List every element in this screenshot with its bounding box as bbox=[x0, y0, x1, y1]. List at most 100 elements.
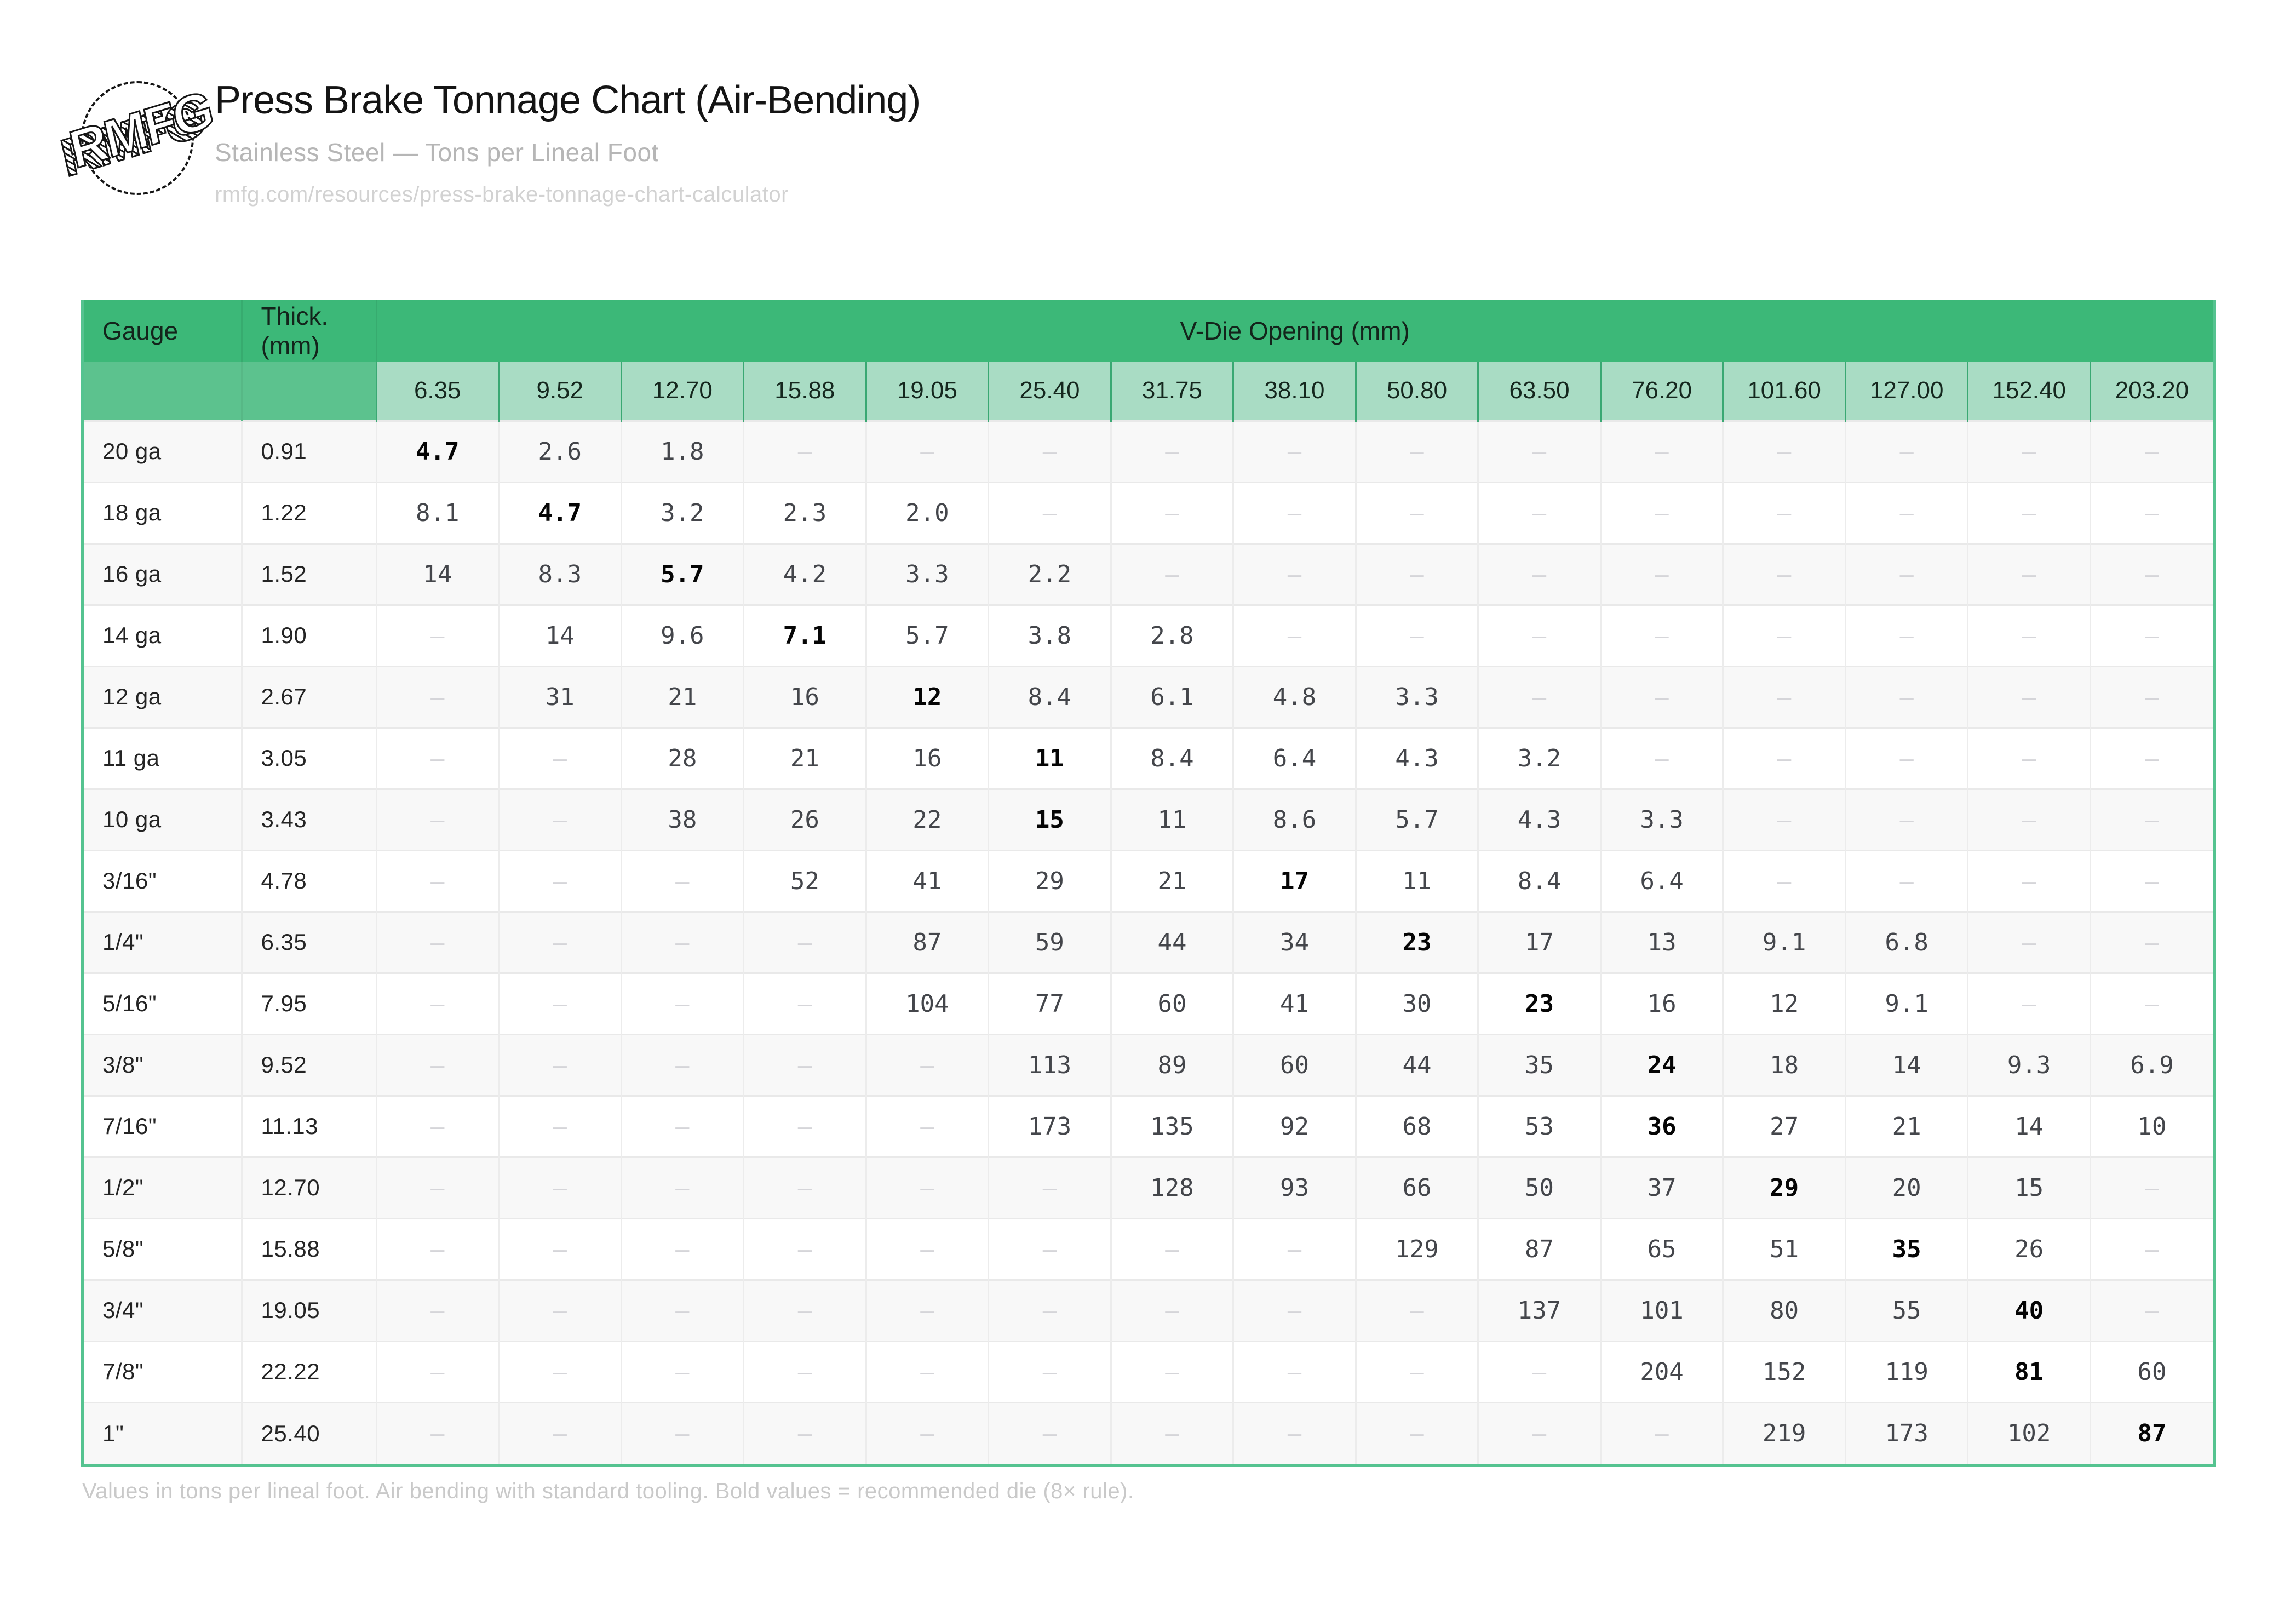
tonnage-cell-empty: – bbox=[865, 420, 989, 482]
tonnage-cell-empty: – bbox=[1354, 1401, 1478, 1464]
tonnage-cell-empty: – bbox=[620, 1279, 744, 1341]
tonnage-cell-empty: – bbox=[1722, 665, 1846, 727]
gauge-cell: 3/16" bbox=[84, 849, 242, 912]
tonnage-cell: 17 bbox=[1477, 910, 1601, 973]
tonnage-cell: 2.6 bbox=[498, 420, 622, 482]
tonnage-cell-empty: – bbox=[2089, 542, 2213, 605]
tonnage-cell: 16 bbox=[743, 665, 866, 727]
tonnage-cell-empty: – bbox=[1110, 1340, 1233, 1402]
tonnage-cell: 4.3 bbox=[1477, 788, 1601, 850]
tonnage-cell-empty: – bbox=[1110, 420, 1233, 482]
tonnage-cell: 93 bbox=[1232, 1156, 1356, 1218]
tonnage-cell-empty: – bbox=[1354, 1279, 1478, 1341]
tonnage-cell-empty: – bbox=[620, 1340, 744, 1402]
tonnage-cell: 16 bbox=[865, 726, 989, 789]
tonnage-cell: 21 bbox=[1844, 1095, 1968, 1157]
tonnage-cell-empty: – bbox=[1722, 481, 1846, 543]
header-filler-cell bbox=[84, 362, 242, 421]
tonnage-cell-empty: – bbox=[865, 1279, 989, 1341]
tonnage-cell: 12 bbox=[1722, 972, 1846, 1034]
tonnage-cell: 4.2 bbox=[743, 542, 866, 605]
tonnage-cell-empty: – bbox=[1599, 726, 1723, 789]
tonnage-cell-empty: – bbox=[1599, 481, 1723, 543]
tonnage-cell: 89 bbox=[1110, 1033, 1233, 1096]
thickness-cell: 1.22 bbox=[240, 481, 376, 543]
gauge-cell: 3/8" bbox=[84, 1033, 242, 1096]
tonnage-cell: 31 bbox=[498, 665, 622, 727]
vdie-opening-header: 9.52 bbox=[498, 362, 622, 421]
vdie-opening-header: 101.60 bbox=[1722, 362, 1846, 421]
tonnage-cell-empty: – bbox=[375, 849, 499, 912]
thickness-cell: 0.91 bbox=[240, 420, 376, 482]
tonnage-cell-empty: – bbox=[1354, 420, 1478, 482]
tonnage-cell-empty: – bbox=[498, 1340, 622, 1402]
tonnage-cell: 10 bbox=[2089, 1095, 2213, 1157]
tonnage-cell-empty: – bbox=[375, 1340, 499, 1402]
tonnage-cell-empty: – bbox=[1722, 726, 1846, 789]
table-row: 1" 25.40– – – – – – – – – – –219 173 102 87 bbox=[84, 1401, 2213, 1464]
tonnage-cell-empty: – bbox=[1844, 726, 1968, 789]
tonnage-cell-empty: – bbox=[1477, 1401, 1601, 1464]
tonnage-cell: 11 bbox=[1354, 849, 1478, 912]
tonnage-cell-empty: – bbox=[2089, 726, 2213, 789]
tonnage-cell: 5.7 bbox=[865, 604, 989, 666]
tonnage-cell-empty: – bbox=[1232, 1279, 1356, 1341]
table-row: 3/8" 9.52– – – – –113 89 60 44 35 24 18 14 9.3 6.9 bbox=[84, 1033, 2213, 1096]
tonnage-cell-empty: – bbox=[865, 1156, 989, 1218]
tonnage-cell: 41 bbox=[1232, 972, 1356, 1034]
page-subtitle: Stainless Steel — Tons per Lineal Foot bbox=[215, 138, 659, 167]
tonnage-cell: 119 bbox=[1844, 1340, 1968, 1402]
tonnage-cell-empty: – bbox=[865, 1401, 989, 1464]
gauge-cell: 3/4" bbox=[84, 1279, 242, 1341]
tonnage-cell-empty: – bbox=[620, 972, 744, 1034]
tonnage-cell-empty: – bbox=[1110, 1279, 1233, 1341]
tonnage-cell: 6.4 bbox=[1599, 849, 1723, 912]
tonnage-cell: 26 bbox=[743, 788, 866, 850]
tonnage-cell: 9.6 bbox=[620, 604, 744, 666]
tonnage-cell-empty: – bbox=[498, 726, 622, 789]
tonnage-cell-recommended: 35 bbox=[1844, 1217, 1968, 1280]
tonnage-cell-empty: – bbox=[988, 420, 1111, 482]
tonnage-cell: 8.1 bbox=[375, 481, 499, 543]
tonnage-cell-empty: – bbox=[1110, 481, 1233, 543]
table-row: 7/8" 22.22– – – – – – – – – –204 152 119 81 60 bbox=[84, 1340, 2213, 1402]
tonnage-cell-empty: – bbox=[2089, 1217, 2213, 1280]
tonnage-cell-empty: – bbox=[743, 910, 866, 973]
tonnage-cell-empty: – bbox=[1354, 604, 1478, 666]
tonnage-cell-empty: – bbox=[743, 1033, 866, 1096]
tonnage-cell-empty: – bbox=[1477, 665, 1601, 727]
tonnage-cell-empty: – bbox=[1844, 788, 1968, 850]
table-row: 14 ga 1.90–14 9.6 7.1 5.7 3.8 2.8– – – – – – – – bbox=[84, 604, 2213, 666]
tonnage-cell-empty: – bbox=[743, 1156, 866, 1218]
tonnage-cell: 135 bbox=[1110, 1095, 1233, 1157]
gauge-cell: 14 ga bbox=[84, 604, 242, 666]
tonnage-cell-empty: – bbox=[375, 910, 499, 973]
tonnage-cell: 11 bbox=[1110, 788, 1233, 850]
thickness-cell: 12.70 bbox=[240, 1156, 376, 1218]
tonnage-cell: 60 bbox=[1110, 972, 1233, 1034]
vdie-opening-header: 25.40 bbox=[988, 362, 1111, 421]
tonnage-cell-empty: – bbox=[1599, 542, 1723, 605]
tonnage-cell-empty: – bbox=[1110, 1217, 1233, 1280]
vdie-opening-header: 19.05 bbox=[865, 362, 989, 421]
tonnage-table-container: Gauge Thick. (mm) V-Die Opening (mm) 6.3… bbox=[81, 300, 2216, 1467]
page-header: Press Brake Tonnage Chart (Air-Bending) … bbox=[215, 78, 921, 207]
tonnage-cell-empty: – bbox=[375, 1095, 499, 1157]
tonnage-cell-empty: – bbox=[1844, 420, 1968, 482]
table-row: 12 ga 2.67–31 21 16 12 8.4 6.1 4.8 3.3– – – – – – bbox=[84, 665, 2213, 727]
vdie-opening-header: 152.40 bbox=[1967, 362, 2091, 421]
gauge-cell: 1/2" bbox=[84, 1156, 242, 1218]
tonnage-cell: 3.8 bbox=[988, 604, 1111, 666]
tonnage-cell-empty: – bbox=[988, 1340, 1111, 1402]
table-row: 5/16" 7.95– – – –104 77 60 41 30 23 16 12 9.1– – bbox=[84, 972, 2213, 1034]
tonnage-cell-recommended: 7.1 bbox=[743, 604, 866, 666]
tonnage-cell: 27 bbox=[1722, 1095, 1846, 1157]
tonnage-cell: 14 bbox=[498, 604, 622, 666]
thickness-cell: 11.13 bbox=[240, 1095, 376, 1157]
tonnage-cell-empty: – bbox=[498, 972, 622, 1034]
tonnage-cell-empty: – bbox=[620, 849, 744, 912]
tonnage-cell-empty: – bbox=[2089, 420, 2213, 482]
tonnage-cell-empty: – bbox=[743, 420, 866, 482]
thickness-cell: 1.90 bbox=[240, 604, 376, 666]
table-row: 18 ga 1.22 8.1 4.7 3.2 2.3 2.0– – – – – – – – – – bbox=[84, 481, 2213, 543]
